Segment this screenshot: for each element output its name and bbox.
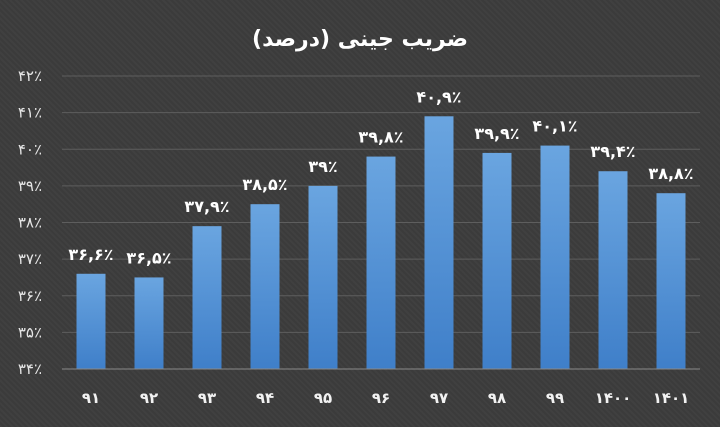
bar <box>482 152 512 369</box>
data-label: ۳۹٪ <box>308 157 337 176</box>
bar <box>134 277 164 369</box>
x-tick-label: ۱۴۰۱ <box>653 389 690 407</box>
y-tick-label: ۳۸٪ <box>18 214 42 232</box>
data-labels: ۳۶,۶٪ ۳۶,۵٪ ۳۷,۹٪ ۳۸,۵٪ ۳۹٪ ۳۹,۸٪ ۴۰,۹٪ ۳۹,۹٪ ۴۰… <box>68 87 693 267</box>
bar <box>250 204 280 369</box>
y-tick-label: ۳۷٪ <box>18 250 42 268</box>
data-label: ۳۸,۵٪ <box>242 175 287 194</box>
y-tick-label: ۳۹٪ <box>18 177 42 195</box>
bar <box>598 171 628 369</box>
data-label: ۴۰,۱٪ <box>532 117 577 136</box>
bar <box>192 226 222 369</box>
x-tick-label: ۱۴۰۰ <box>595 389 632 407</box>
y-axis-ticks: ۳۴٪ ۳۵٪ ۳۶٪ ۳۷٪ ۳۸٪ ۳۹٪ ۴۰٪ ۴۱٪ ۴۲٪ <box>18 67 42 378</box>
data-label: ۳۹,۹٪ <box>474 124 519 143</box>
x-tick-label: ۹۶ <box>372 389 390 407</box>
y-tick-label: ۴۱٪ <box>18 104 42 122</box>
x-tick-label: ۹۸ <box>488 389 506 407</box>
bar <box>540 145 570 369</box>
x-tick-label: ۹۲ <box>140 389 158 407</box>
x-axis-ticks: ۹۱ ۹۲ ۹۳ ۹۴ ۹۵ ۹۶ ۹۷ ۹۸ ۹۹ ۱۴۰۰ ۱۴۰۱ <box>82 389 689 407</box>
x-tick-label: ۹۷ <box>430 389 448 407</box>
x-tick-label: ۹۴ <box>256 389 274 407</box>
bars <box>76 116 686 369</box>
x-tick-label: ۹۱ <box>82 389 100 407</box>
y-tick-label: ۳۶٪ <box>18 287 42 305</box>
y-tick-label: ۴۲٪ <box>18 67 42 85</box>
y-tick-label: ۴۰٪ <box>18 140 42 158</box>
x-tick-label: ۹۵ <box>314 389 332 407</box>
bar <box>424 116 454 369</box>
data-label: ۳۸,۸٪ <box>648 164 693 183</box>
x-tick-label: ۹۹ <box>546 389 564 407</box>
y-tick-label: ۳۵٪ <box>18 323 42 341</box>
data-label: ۳۷,۹٪ <box>184 197 229 216</box>
data-label: ۳۹,۸٪ <box>358 128 403 147</box>
chart-title: ضریب جینی (درصد) <box>252 27 468 52</box>
bar <box>76 273 106 369</box>
data-label: ۴۰,۹٪ <box>416 87 461 106</box>
bar <box>366 156 396 369</box>
bar <box>656 193 686 369</box>
bar <box>308 185 338 369</box>
x-tick-label: ۹۳ <box>198 389 216 407</box>
y-tick-label: ۳۴٪ <box>18 360 42 378</box>
data-label: ۳۶,۵٪ <box>126 248 171 267</box>
data-label: ۳۶,۶٪ <box>68 245 113 264</box>
data-label: ۳۹,۴٪ <box>590 142 635 161</box>
